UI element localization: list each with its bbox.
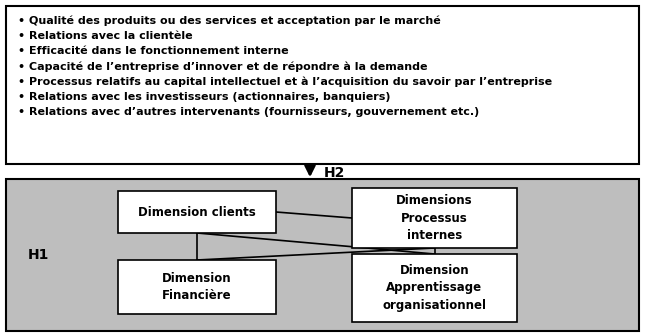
Bar xyxy=(118,191,276,233)
Bar xyxy=(6,6,639,164)
Bar xyxy=(352,188,517,248)
Bar xyxy=(118,260,276,314)
Text: Dimension clients: Dimension clients xyxy=(138,206,256,218)
Bar xyxy=(352,254,517,322)
Text: Dimension
Financière: Dimension Financière xyxy=(162,272,232,302)
Text: Dimensions
Processus
internes: Dimensions Processus internes xyxy=(396,194,473,242)
Text: H2: H2 xyxy=(324,166,345,180)
Text: H1: H1 xyxy=(28,248,50,262)
Text: Dimension
Apprentissage
organisationnel: Dimension Apprentissage organisationnel xyxy=(382,264,486,312)
Text: • Qualité des produits ou des services et acceptation par le marché
• Relations : • Qualité des produits ou des services e… xyxy=(18,16,552,117)
Bar xyxy=(6,179,639,331)
